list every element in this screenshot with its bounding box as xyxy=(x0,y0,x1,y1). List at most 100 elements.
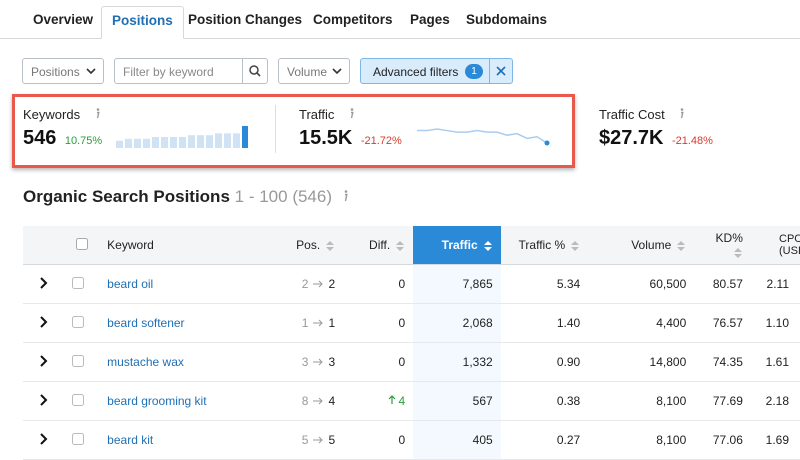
keyword-trend xyxy=(116,126,248,148)
diff-value: 0 xyxy=(398,277,406,291)
info-icon[interactable] xyxy=(341,190,349,202)
search-button[interactable] xyxy=(242,59,267,83)
sort-icon[interactable] xyxy=(325,240,335,252)
trend-bar xyxy=(125,138,132,148)
info-icon[interactable] xyxy=(93,108,101,119)
column-header[interactable]: Traffic xyxy=(413,226,501,265)
checkbox-cell xyxy=(64,264,100,304)
keyword-link[interactable]: beard kit xyxy=(107,433,154,447)
close-icon xyxy=(496,66,506,76)
trend-bar xyxy=(134,138,141,148)
expand-icon[interactable] xyxy=(39,393,49,406)
tab[interactable]: Overview xyxy=(33,12,94,27)
keyword-cell: beard grooming kit xyxy=(99,381,265,421)
kd-cell: 80.57 xyxy=(694,264,751,304)
volume-cell: 14,800 xyxy=(588,342,695,382)
table-row: beard grooming kit 8 4 4 567 0.38 8,100 77.69 2.… xyxy=(23,381,800,421)
metric: Traffic Cost $27.7K -21.48% xyxy=(599,106,713,150)
header-cell xyxy=(23,226,65,265)
sort-icon[interactable] xyxy=(395,240,405,252)
sort-icon[interactable] xyxy=(483,240,493,252)
info-icon[interactable] xyxy=(347,108,355,119)
traffic-pct-cell: 0.38 xyxy=(500,381,589,421)
header-label: Volume xyxy=(631,238,672,252)
table-row: mustache wax 3 3 0 1,332 0.90 14,800 74.35 1.61 xyxy=(23,342,800,382)
position-from: 1 xyxy=(301,316,309,330)
checkbox[interactable] xyxy=(72,276,85,289)
header-cell xyxy=(64,226,100,265)
sort-icon[interactable] xyxy=(733,247,743,259)
header-label: Keyword xyxy=(107,238,154,252)
table-row: beard kit 5 5 0 405 0.27 8,100 77.06 1.69 xyxy=(23,420,800,460)
traffic-cell: 567 xyxy=(413,381,501,421)
column-header[interactable]: CPC (USD) xyxy=(750,226,800,265)
tab[interactable]: Pages xyxy=(410,12,450,27)
traffic-pct-cell: 0.90 xyxy=(500,342,589,382)
trend-bar xyxy=(161,137,168,148)
sparkline-end xyxy=(544,140,550,146)
kd-cell: 76.57 xyxy=(694,303,751,343)
diff-value: 0 xyxy=(398,316,406,330)
keyword-cell: mustache wax xyxy=(99,342,265,382)
checkbox[interactable] xyxy=(72,354,85,367)
checkbox[interactable] xyxy=(72,393,85,406)
clear-filters[interactable] xyxy=(489,59,512,83)
metric-label: Traffic xyxy=(299,107,335,122)
expand-cell xyxy=(23,381,65,421)
column-header[interactable]: KD% xyxy=(694,226,751,265)
tab[interactable]: Position Changes xyxy=(188,12,303,27)
arrow-icon xyxy=(313,397,324,405)
diff-value: 0 xyxy=(398,355,406,369)
header-label: Pos. xyxy=(296,238,321,252)
position-to: 3 xyxy=(328,355,336,369)
volume-select[interactable]: Volume xyxy=(278,58,350,84)
select-label: Positions xyxy=(31,65,80,79)
advanced-label: Advanced filters xyxy=(373,65,459,79)
advanced-filters[interactable]: Advanced filters 1 xyxy=(360,58,513,84)
tab[interactable]: Competitors xyxy=(313,12,393,27)
sort-icon[interactable] xyxy=(570,240,580,252)
expand-icon[interactable] xyxy=(39,432,49,445)
metric-label: Traffic Cost xyxy=(599,107,665,122)
checkbox[interactable] xyxy=(75,237,88,250)
diff-cell: 0 xyxy=(343,303,414,343)
cpc-cell: 2.18 xyxy=(750,381,800,421)
diff-value: 4 xyxy=(398,394,406,408)
diff-cell: 0 xyxy=(343,264,414,304)
tab-active[interactable]: Positions xyxy=(101,6,184,39)
keyword-link[interactable]: beard softener xyxy=(107,316,185,330)
keyword-filter[interactable]: Filter by keyword xyxy=(114,58,268,84)
sort-icon[interactable] xyxy=(676,240,686,252)
trend-bar xyxy=(170,137,177,148)
checkbox[interactable] xyxy=(72,315,85,328)
column-header[interactable]: Volume xyxy=(588,226,695,265)
position-from: 2 xyxy=(301,277,309,291)
traffic-pct-cell: 1.40 xyxy=(500,303,589,343)
header-label: Diff. xyxy=(369,238,391,252)
cpc-cell: 2.11 xyxy=(750,264,800,304)
positions-select[interactable]: Positions xyxy=(22,58,104,84)
expand-icon[interactable] xyxy=(39,315,49,328)
expand-icon[interactable] xyxy=(39,276,49,289)
traffic-cell: 2,068 xyxy=(413,303,501,343)
positions-table: Keyword Pos. Diff. Traffic Traffic % Volume KD… xyxy=(23,226,800,460)
metric-label: Keywords xyxy=(23,107,81,122)
volume-cell: 8,100 xyxy=(588,420,695,460)
kd-cell: 74.35 xyxy=(694,342,751,382)
expand-cell xyxy=(23,264,65,304)
header-label: Traffic xyxy=(441,238,478,252)
column-header[interactable]: Pos. xyxy=(264,226,344,265)
checkbox-cell xyxy=(64,303,100,343)
checkbox[interactable] xyxy=(72,432,85,445)
tab[interactable]: Subdomains xyxy=(466,12,548,27)
section-title: Organic Search Positions xyxy=(23,187,230,206)
column-header: Keyword xyxy=(99,226,265,265)
keyword-link[interactable]: mustache wax xyxy=(107,355,184,369)
volume-cell: 8,100 xyxy=(588,381,695,421)
column-header[interactable]: Diff. xyxy=(343,226,414,265)
keyword-link[interactable]: beard oil xyxy=(107,277,154,291)
expand-icon[interactable] xyxy=(39,354,49,367)
keyword-link[interactable]: beard grooming kit xyxy=(107,394,207,408)
info-icon[interactable] xyxy=(677,108,685,119)
column-header[interactable]: Traffic % xyxy=(500,226,589,265)
